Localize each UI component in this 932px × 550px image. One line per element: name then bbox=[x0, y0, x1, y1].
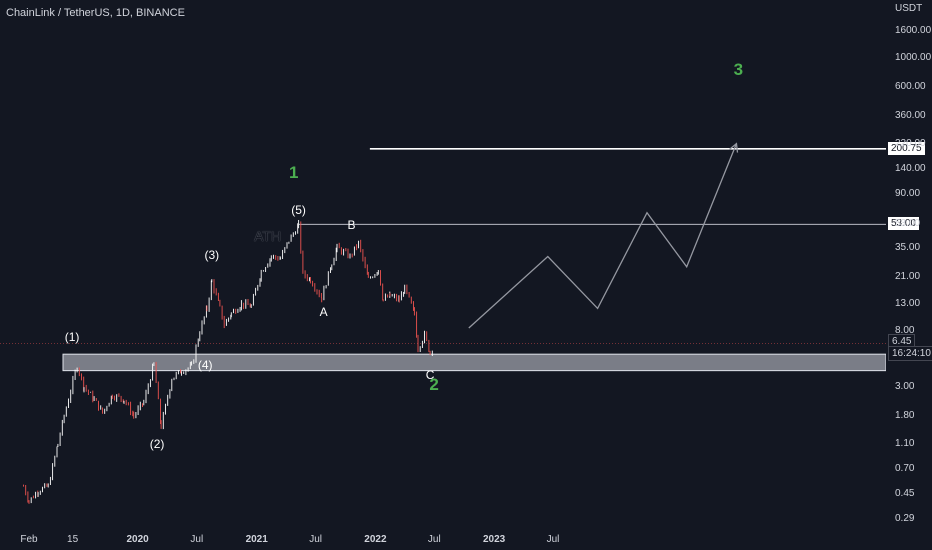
price-tick: 8.00 bbox=[895, 325, 915, 337]
price-tick: 0.45 bbox=[895, 488, 915, 500]
major-wave-label: 3 bbox=[733, 59, 744, 79]
time-tick: 2021 bbox=[245, 534, 268, 545]
wave-label: (3) bbox=[204, 247, 220, 262]
chart-title: ChainLink / TetherUS, 1D, BINANCE bbox=[6, 7, 185, 19]
target-price-badge: 200.75 bbox=[888, 141, 925, 155]
time-tick: Jul bbox=[190, 534, 204, 545]
price-tick: 1000.00 bbox=[895, 51, 932, 63]
price-axis[interactable]: 200.75 53.00 6.45 16:24:10 bbox=[886, 0, 932, 550]
time-tick: Jul bbox=[427, 534, 441, 545]
price-tick: 0.70 bbox=[895, 463, 915, 475]
projection-path bbox=[468, 143, 738, 329]
price-tick: 600.00 bbox=[895, 80, 926, 92]
price-tick: 140.00 bbox=[895, 163, 926, 175]
wave-label: (4) bbox=[197, 357, 213, 372]
major-wave-label: 1 bbox=[288, 163, 299, 183]
wave-label: (5) bbox=[291, 203, 306, 218]
price-tick: 220.00 bbox=[895, 137, 926, 149]
price-tick: 35.00 bbox=[895, 241, 921, 253]
price-tick: 1.80 bbox=[895, 409, 915, 421]
price-tick: 90.00 bbox=[895, 188, 921, 200]
wave-label: (2) bbox=[149, 437, 165, 452]
wave-label: (1) bbox=[64, 330, 80, 345]
ath-label: ATH bbox=[254, 228, 282, 245]
price-tick: 0.29 bbox=[895, 513, 915, 525]
time-tick: Feb bbox=[20, 534, 38, 545]
countdown-badge: 16:24:10 bbox=[888, 345, 932, 361]
wave-label: B bbox=[347, 218, 356, 233]
price-tick: 360.00 bbox=[895, 109, 926, 121]
price-tick: 3.00 bbox=[895, 380, 915, 392]
support-zone bbox=[62, 353, 886, 372]
time-tick: 2022 bbox=[364, 534, 387, 545]
price-chart[interactable] bbox=[0, 0, 886, 550]
time-tick: 15 bbox=[67, 534, 79, 545]
level-price-badge: 53.00 bbox=[888, 217, 920, 231]
wave-label: C bbox=[425, 367, 435, 382]
price-tick: 53.00 bbox=[895, 218, 921, 230]
price-tick: 1.10 bbox=[895, 437, 915, 449]
candles bbox=[23, 220, 433, 504]
price-tick: 21.00 bbox=[895, 270, 921, 282]
time-tick: Jul bbox=[309, 534, 322, 545]
wave-label: A bbox=[319, 304, 328, 319]
time-tick: 2023 bbox=[482, 534, 506, 545]
currency-label: USDT bbox=[895, 3, 923, 14]
projection-arrowhead bbox=[729, 142, 739, 153]
price-tick: 1600.00 bbox=[895, 25, 932, 37]
time-tick: 2020 bbox=[126, 534, 149, 545]
major-wave-label: 2 bbox=[429, 374, 439, 394]
price-tick: 13.00 bbox=[895, 297, 921, 309]
time-tick: Jul bbox=[546, 534, 560, 545]
